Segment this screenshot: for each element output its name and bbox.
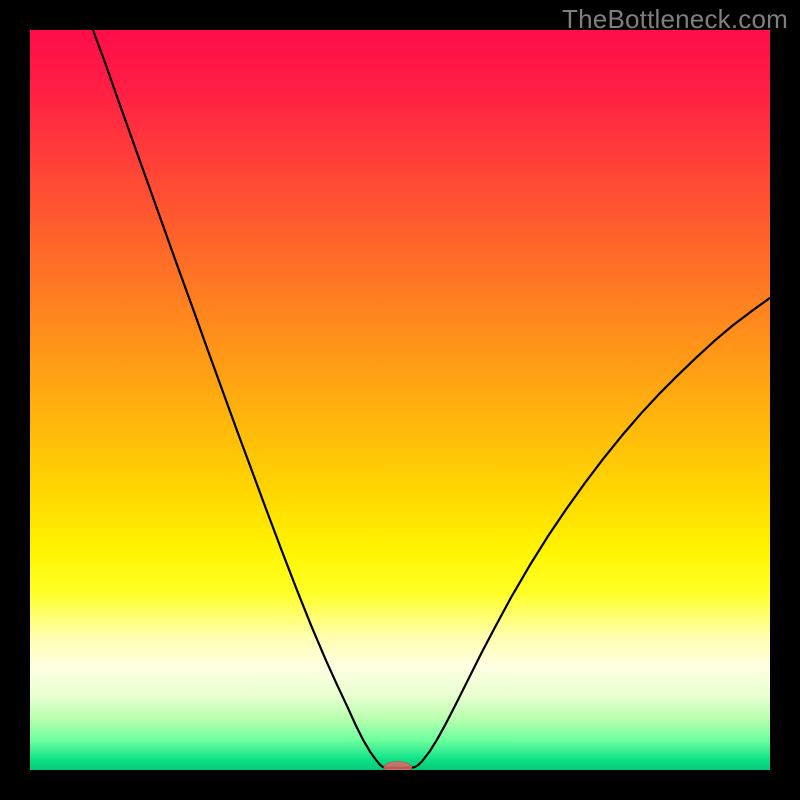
chart-container: TheBottleneck.com: [0, 0, 800, 800]
gradient-background: [30, 30, 770, 770]
plot-area: [30, 30, 770, 770]
bottleneck-curve-chart: [30, 30, 770, 770]
